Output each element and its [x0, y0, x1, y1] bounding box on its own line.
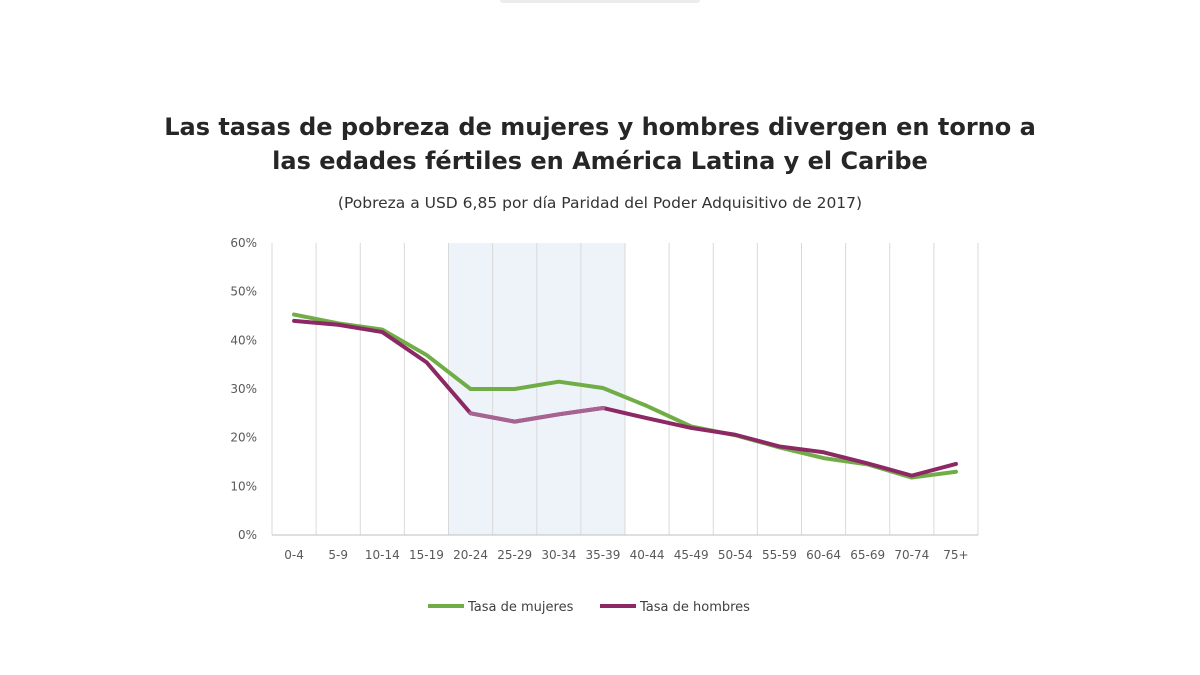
legend-label-2: Tasa de hombres	[639, 600, 750, 615]
x-tick-label: 75+	[943, 548, 968, 562]
x-tick-label: 40-44	[630, 548, 665, 562]
x-tick-label: 0-4	[284, 548, 304, 562]
top-tab-strip	[500, 0, 700, 3]
x-tick-label: 45-49	[674, 548, 709, 562]
chart-subtitle: (Pobreza a USD 6,85 por día Paridad del …	[337, 194, 863, 212]
x-tick-label: 5-9	[328, 548, 348, 562]
x-tick-label: 65-69	[850, 548, 885, 562]
x-tick-label: 10-14	[365, 548, 400, 562]
axis-layer: 0% 10% 20% 30% 40% 50% 60% 0-4 5-9 10-14 15-19 20-2…	[230, 236, 968, 562]
x-tick-label: 25-29	[497, 548, 532, 562]
y-tick-label: 40%	[230, 333, 257, 347]
series-layer	[292, 312, 958, 480]
y-tick-label: 0%	[238, 528, 257, 542]
x-tick-label: 50-54	[718, 548, 753, 562]
x-tick-label: 55-59	[762, 548, 797, 562]
x-tick-label: 20-24	[453, 548, 488, 562]
x-tick-label: 60-64	[806, 548, 841, 562]
y-tick-label: 30%	[230, 382, 257, 396]
legend: Tasa de mujeres Tasa de hombres	[428, 600, 750, 615]
y-tick-label: 10%	[230, 479, 257, 493]
chart-title: Las tasas de pobreza de mujeres y hombre…	[164, 113, 1036, 175]
legend-label-1: Tasa de mujeres	[467, 600, 574, 615]
y-tick-label: 20%	[230, 431, 257, 445]
x-tick-label: 70-74	[894, 548, 929, 562]
grid-layer	[271, 243, 979, 536]
x-tick-label: 30-34	[541, 548, 576, 562]
y-tick-label: 60%	[230, 236, 257, 250]
x-tick-label: 35-39	[586, 548, 621, 562]
series-line-2-highlighted	[468, 405, 605, 424]
y-tick-label: 50%	[230, 285, 257, 299]
x-tick-label: 15-19	[409, 548, 444, 562]
series-line-2	[292, 318, 958, 478]
series-line-1	[292, 312, 958, 480]
